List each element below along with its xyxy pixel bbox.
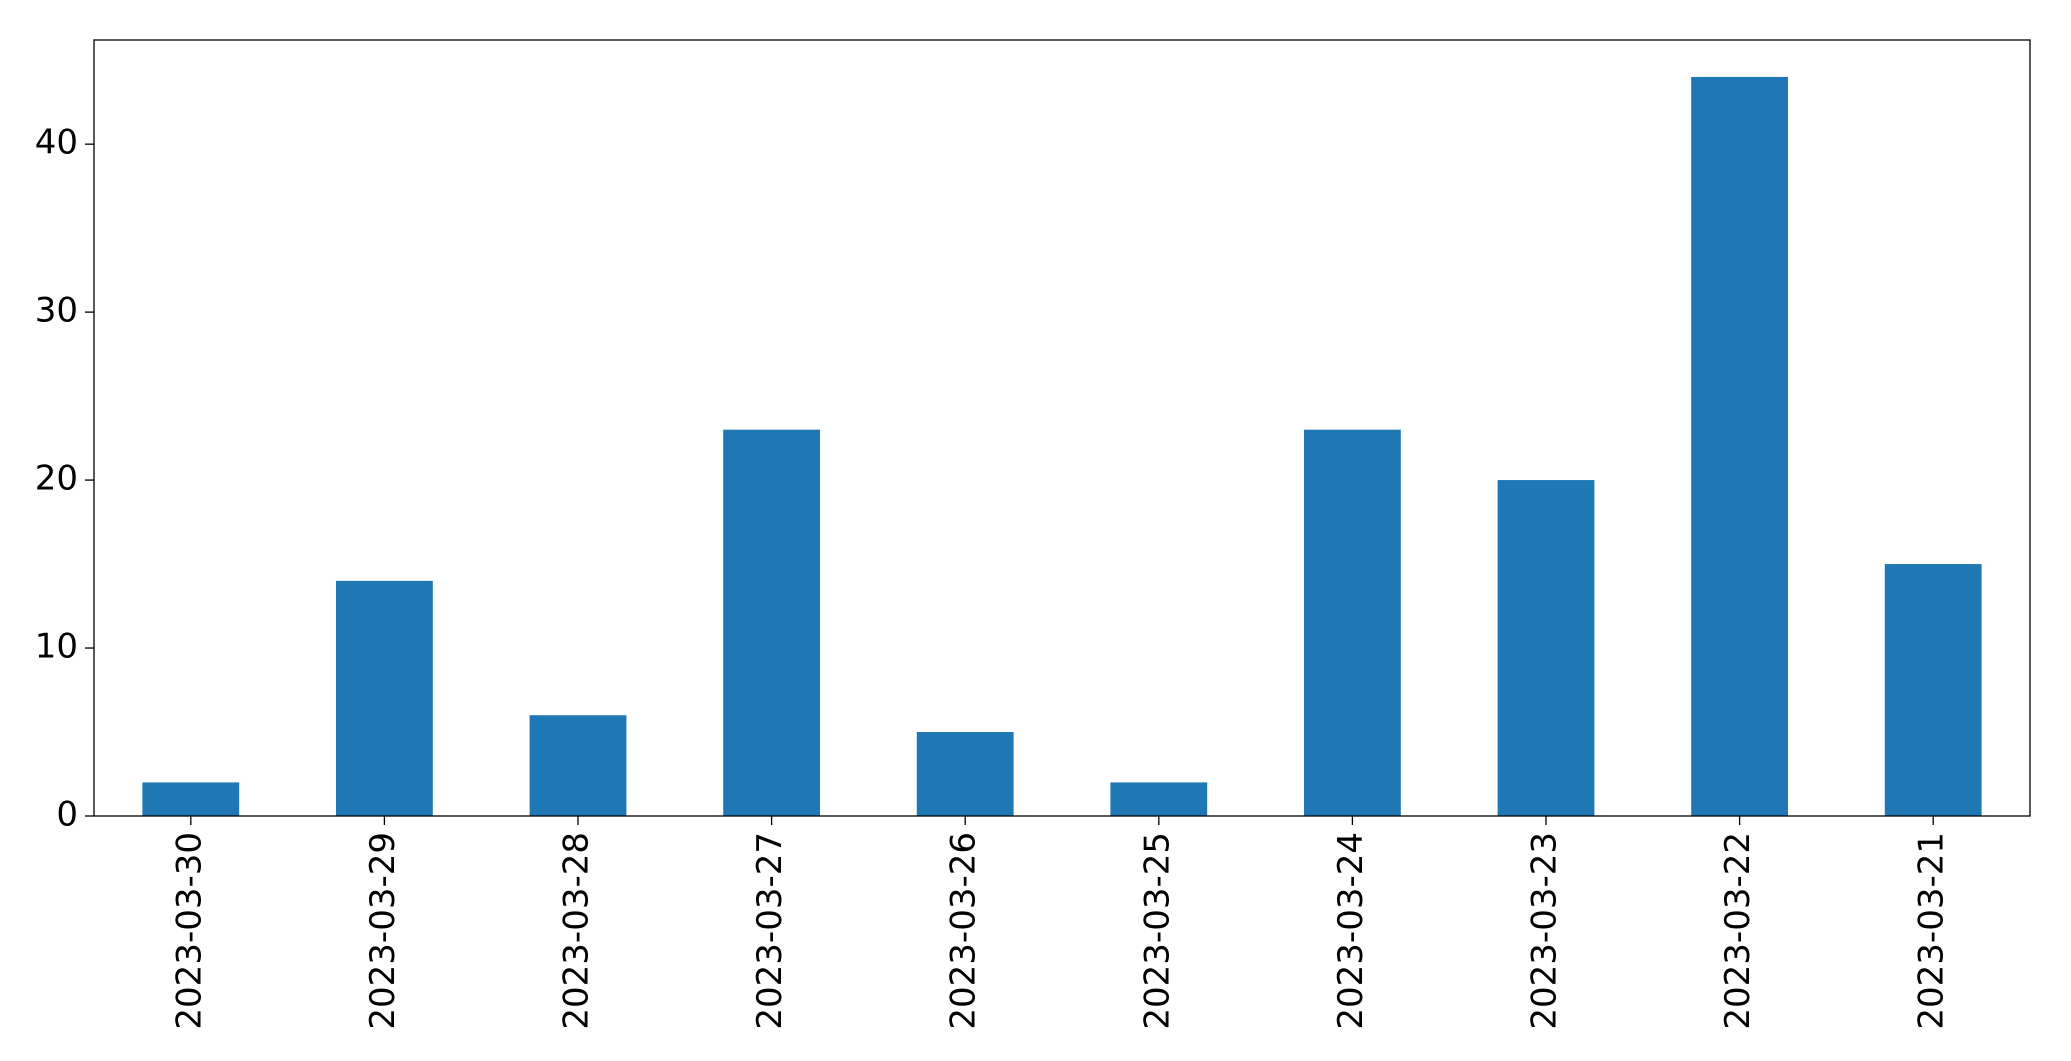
x-tick-label: 2023-03-27 [750,832,790,1030]
y-tick-label: 30 [35,291,78,331]
bar [1497,480,1595,816]
x-tick-label: 2023-03-23 [1525,832,1565,1030]
bar [1110,782,1208,816]
bar [1691,76,1788,816]
x-tick-label: 2023-03-26 [944,832,984,1030]
bar [142,782,240,816]
x-tick-label: 2023-03-22 [1718,832,1758,1030]
x-tick-label: 2023-03-29 [363,832,403,1030]
y-tick-label: 40 [35,123,78,163]
x-tick-label: 2023-03-21 [1912,832,1952,1030]
x-tick-label: 2023-03-25 [1137,832,1177,1030]
bar [1884,564,1982,816]
x-tick-label: 2023-03-24 [1331,832,1371,1030]
bar [336,580,433,816]
bar [529,715,627,816]
x-tick-label: 2023-03-28 [557,832,597,1030]
bar [916,732,1014,816]
x-tick-label: 2023-03-30 [169,832,209,1030]
bar [1304,429,1401,816]
y-tick-label: 20 [35,459,78,499]
plot-frame [93,39,2031,817]
bar [723,429,820,816]
y-tick-label: 10 [35,627,78,667]
y-tick-label: 0 [56,795,78,835]
